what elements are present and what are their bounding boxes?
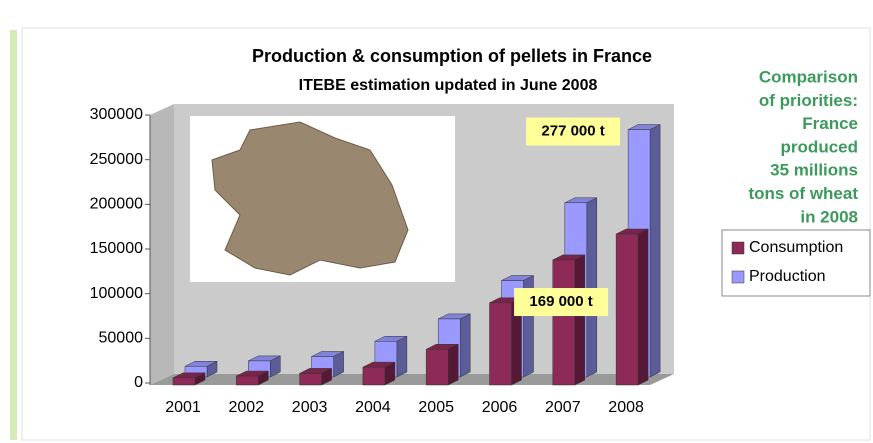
bar — [363, 367, 385, 385]
page: Production & consumption of pellets in F… — [0, 0, 873, 443]
y-tick-label: 50000 — [99, 330, 144, 347]
annotation: produced — [781, 137, 858, 156]
bar-side — [448, 344, 458, 385]
chart-subtitle: ITEBE estimation updated in June 2008 — [299, 77, 598, 94]
bar — [236, 376, 258, 385]
chart-title: Production & consumption of pellets in F… — [252, 46, 652, 66]
picture — [190, 116, 455, 282]
y-tick-label: 300000 — [90, 106, 143, 123]
x-tick-label: 2007 — [545, 399, 581, 416]
annotation: in 2008 — [800, 207, 858, 226]
annotation: of priorities: — [759, 91, 858, 110]
side-strip — [10, 30, 17, 440]
y-tick-label: 150000 — [90, 240, 143, 257]
x-tick-label: 2001 — [165, 399, 201, 416]
y-tick-label: 100000 — [90, 285, 143, 302]
y-tick-label: 200000 — [90, 196, 143, 213]
x-tick-label: 2003 — [292, 399, 328, 416]
bar — [490, 303, 512, 385]
bar-side — [587, 198, 597, 377]
y-tick-label: 0 — [134, 374, 143, 391]
bar — [553, 260, 575, 385]
annotation: tons of wheat — [748, 184, 858, 203]
annotation: France — [802, 114, 858, 133]
annotation: Comparison — [759, 67, 858, 86]
chart: Production & consumption of pellets in F… — [0, 0, 873, 443]
bar-side — [638, 229, 648, 385]
bar — [300, 373, 322, 385]
x-tick-label: 2006 — [482, 399, 518, 416]
x-tick-label: 2004 — [355, 399, 391, 416]
bar — [426, 349, 448, 385]
bar — [616, 234, 638, 385]
legend-swatch — [732, 242, 744, 254]
bar-side — [575, 255, 585, 385]
x-tick-label: 2002 — [229, 399, 265, 416]
y-tick-label: 250000 — [90, 151, 143, 168]
side-wall — [150, 104, 174, 385]
bar-side — [397, 336, 407, 377]
legend-label: Production — [749, 268, 826, 285]
bar-side — [460, 314, 470, 377]
value-label: 169 000 t — [529, 293, 592, 310]
bar-side — [650, 125, 660, 377]
legend-label: Consumption — [749, 239, 843, 256]
legend-swatch — [732, 271, 744, 283]
bar — [173, 378, 195, 385]
value-label: 277 000 t — [541, 123, 604, 140]
x-tick-label: 2008 — [608, 399, 644, 416]
x-tick-label: 2005 — [418, 399, 454, 416]
floor — [150, 374, 674, 385]
annotation: 35 millions — [770, 161, 858, 180]
